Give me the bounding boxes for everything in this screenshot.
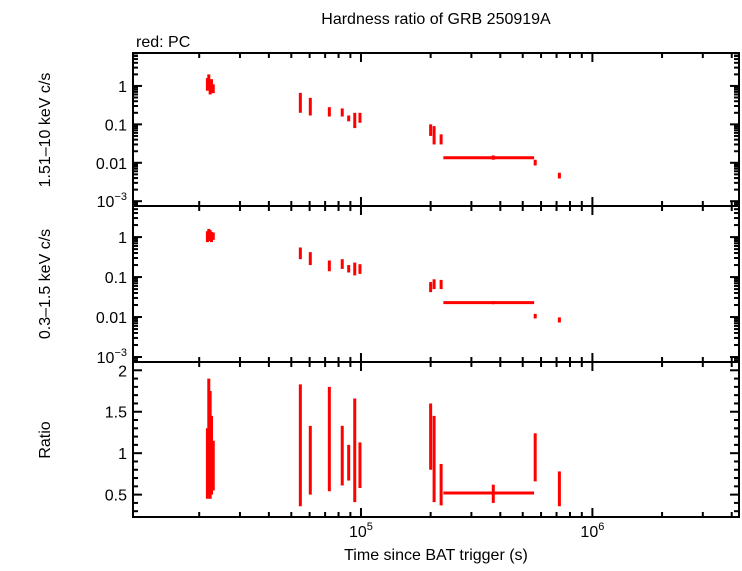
y-tick-label: 0.1 — [105, 270, 127, 287]
legend-note: red: PC — [136, 34, 190, 51]
panel-frame-ratio — [132, 361, 740, 518]
y-tick-label: 1 — [118, 230, 127, 247]
y-tick-label: 10−3 — [97, 347, 127, 367]
y-tick-label: 2 — [118, 363, 127, 380]
y-axis-label-soft: 0.3–1.5 keV c/s — [37, 229, 54, 339]
x-tick-label: 106 — [580, 521, 604, 541]
y-tick-label: 0.01 — [96, 156, 127, 173]
x-tick-label: 105 — [349, 521, 373, 541]
panel-frame-soft — [132, 205, 740, 363]
x-axis-label: Time since BAT trigger (s) — [344, 547, 528, 564]
y-tick-label: 1.5 — [105, 405, 127, 422]
panel-frame-hard — [132, 52, 740, 207]
y-tick-label: 10−3 — [97, 191, 127, 211]
y-tick-label: 0.5 — [105, 488, 127, 505]
y-tick-label: 0.01 — [96, 310, 127, 327]
y-tick-label: 0.1 — [105, 117, 127, 134]
y-tick-label: 1 — [118, 446, 127, 463]
chart-title: Hardness ratio of GRB 250919A — [321, 11, 551, 28]
y-tick-label: 1 — [118, 79, 127, 96]
y-axis-label-hard: 1.51–10 keV c/s — [37, 73, 54, 188]
y-axis-label-ratio: Ratio — [37, 421, 54, 458]
